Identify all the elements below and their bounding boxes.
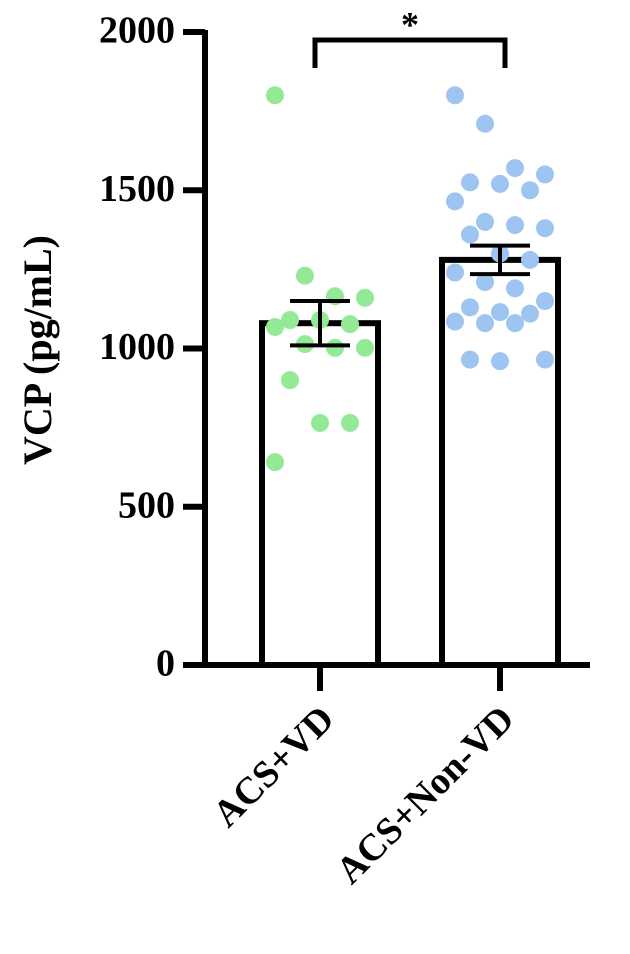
- data-point: [536, 292, 554, 311]
- data-point: [461, 350, 479, 369]
- data-point: [311, 413, 329, 432]
- data-point: [536, 350, 554, 369]
- y-tick-label: 2000: [99, 10, 175, 52]
- data-point: [446, 312, 464, 331]
- data-point: [341, 315, 359, 334]
- data-point: [356, 288, 374, 307]
- significance-bracket: [312, 37, 508, 68]
- significance-star: *: [401, 4, 419, 44]
- data-point: [266, 86, 284, 105]
- data-point: [521, 181, 539, 200]
- data-point: [281, 311, 299, 330]
- data-point: [506, 314, 524, 333]
- data-point: [461, 298, 479, 317]
- data-point: [476, 114, 494, 133]
- data-point: [521, 304, 539, 323]
- data-point: [446, 263, 464, 282]
- data-point: [536, 219, 554, 238]
- data-point: [446, 86, 464, 105]
- y-tick-label: 0: [156, 643, 175, 685]
- data-point: [476, 273, 494, 292]
- data-point: [446, 192, 464, 211]
- data-point: [461, 225, 479, 244]
- data-point: [326, 338, 344, 357]
- data-point: [266, 317, 284, 336]
- data-point: [476, 212, 494, 231]
- data-point: [491, 352, 509, 371]
- x-tick-label: ACS+Non-VD: [328, 698, 522, 892]
- x-tick-label: ACS+VD: [205, 698, 343, 836]
- data-point: [506, 216, 524, 235]
- data-point: [296, 266, 314, 285]
- data-point: [476, 314, 494, 333]
- data-point: [491, 303, 509, 322]
- data-point: [506, 159, 524, 178]
- data-point: [491, 174, 509, 193]
- data-point: [281, 371, 299, 390]
- bar: [259, 320, 381, 668]
- data-point: [341, 413, 359, 432]
- data-point: [506, 279, 524, 298]
- data-point: [536, 165, 554, 184]
- data-point: [266, 453, 284, 472]
- data-point: [521, 250, 539, 269]
- data-point: [356, 338, 374, 357]
- y-tick-label: 500: [118, 484, 175, 526]
- data-point: [461, 173, 479, 192]
- y-axis-label: VCP (pg/mL): [15, 235, 60, 465]
- y-tick-label: 1500: [99, 168, 175, 210]
- y-tick-label: 1000: [99, 326, 175, 368]
